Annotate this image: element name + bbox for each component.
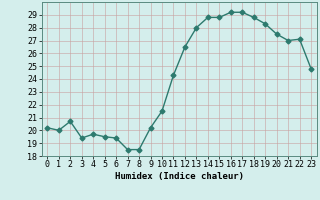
- X-axis label: Humidex (Indice chaleur): Humidex (Indice chaleur): [115, 172, 244, 181]
